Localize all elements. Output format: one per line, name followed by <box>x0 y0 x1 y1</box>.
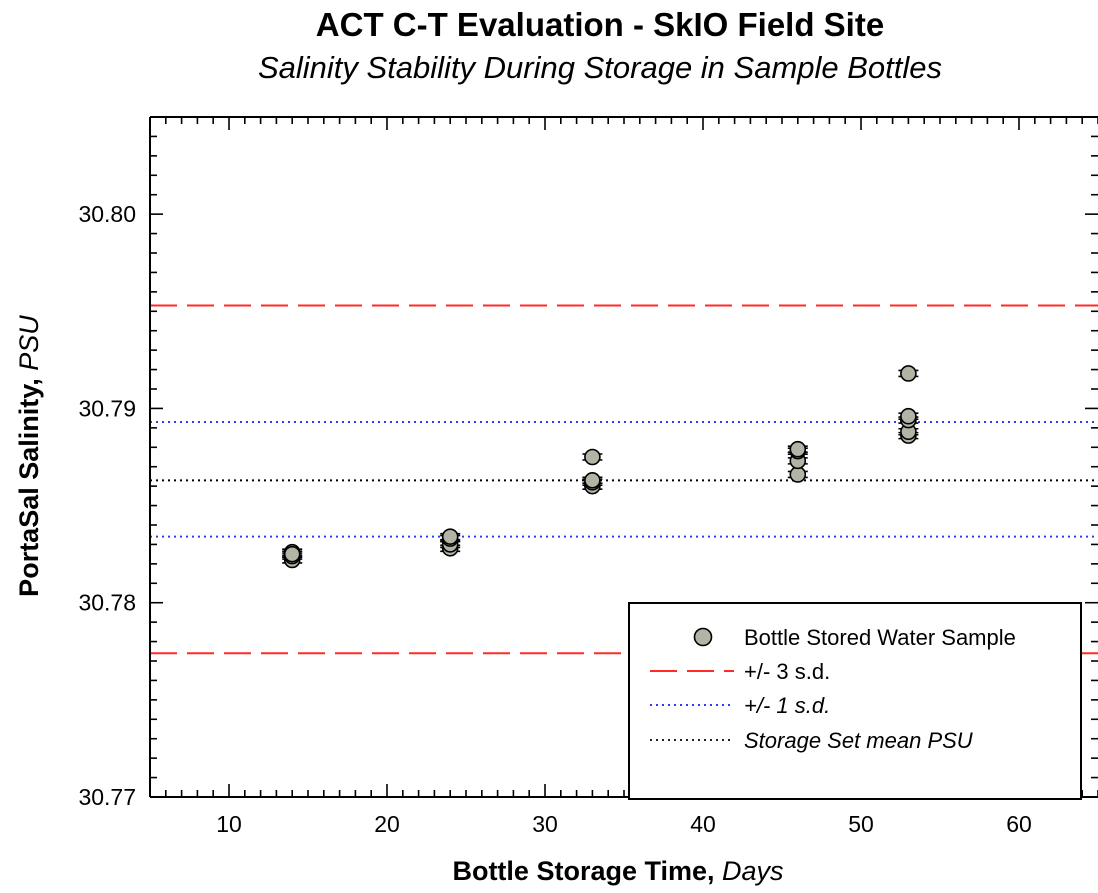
data-point <box>584 448 601 466</box>
y-tick-label: 30.78 <box>78 590 136 616</box>
legend-label-mean: Storage Set mean PSU <box>744 728 973 753</box>
y-tick-label: 30.79 <box>78 395 136 421</box>
x-tick-label: 10 <box>216 811 242 837</box>
legend-marker-samples <box>693 627 713 647</box>
x-axis-title: Bottle Storage Time, Days <box>452 856 783 886</box>
y-axis-separator: , <box>14 371 44 386</box>
data-point <box>283 545 301 563</box>
x-tick-label: 20 <box>374 811 400 837</box>
y-axis-unit: PSU <box>14 315 44 371</box>
x-axis-label: Bottle Storage Time <box>452 856 707 886</box>
data-point <box>584 472 601 489</box>
x-tick-label: 50 <box>848 811 874 837</box>
legend-label-1sd: +/- 1 s.d. <box>744 693 830 718</box>
x-tick-label: 40 <box>690 811 716 837</box>
chart-subtitle: Salinity Stability During Storage in Sam… <box>258 50 942 85</box>
legend: Bottle Stored Water Sample +/- 3 s.d. +/… <box>628 602 1082 800</box>
y-axis-label: PortaSal Salinity <box>14 384 44 597</box>
data-point <box>789 440 807 458</box>
y-tick-label: 30.80 <box>78 201 136 227</box>
legend-label-samples: Bottle Stored Water Sample <box>744 625 1016 650</box>
plot-area: 10 20 30 40 50 60 30.77 30.78 30.79 30.80 <box>78 116 1098 837</box>
x-axis-separator: , <box>707 856 722 886</box>
x-axis-unit: Days <box>722 856 784 886</box>
chart-title: ACT C-T Evaluation - SkIO Field Site <box>316 6 884 43</box>
data-point <box>441 528 459 545</box>
data-point <box>900 365 917 382</box>
data-point <box>789 466 807 483</box>
y-axis-title: PortaSal Salinity, PSU <box>14 315 44 597</box>
y-tick-label: 30.77 <box>78 784 136 810</box>
x-tick-label: 30 <box>532 811 558 837</box>
x-tick-label: 60 <box>1006 811 1032 837</box>
data-point <box>900 407 917 425</box>
legend-label-3sd: +/- 3 s.d. <box>744 659 830 684</box>
